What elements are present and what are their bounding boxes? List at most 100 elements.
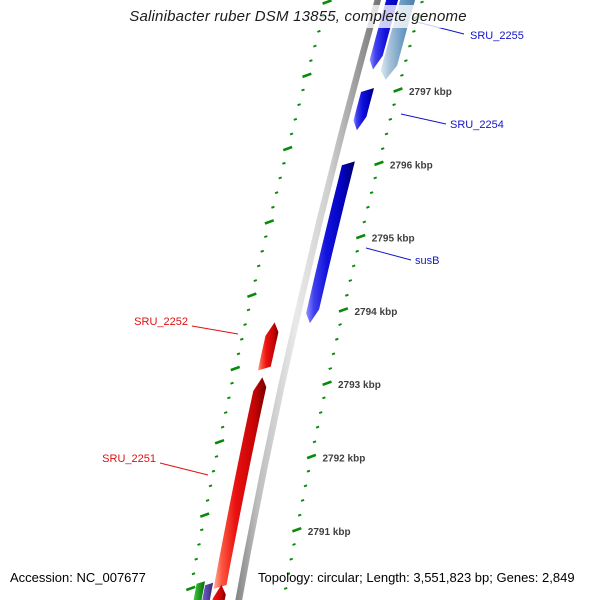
kbp-label-2796: 2796 kbp — [390, 160, 433, 171]
minor-tick — [362, 220, 367, 224]
minor-tick — [199, 528, 204, 532]
gene-label-SRU_2251[interactable]: SRU_2251 — [102, 453, 156, 465]
map-title: Salinibacter ruber DSM 13855, complete g… — [118, 5, 478, 28]
minor-tick — [297, 513, 302, 517]
gene-arrow-SRU_2254[interactable] — [353, 88, 375, 131]
gene-arrow-unnamed-bottom[interactable] — [206, 584, 226, 600]
gene-label-susB[interactable]: susB — [415, 255, 439, 267]
major-tick — [264, 219, 275, 225]
kbp-label-2795: 2795 kbp — [372, 234, 415, 245]
minor-tick — [246, 308, 251, 312]
minor-tick — [331, 352, 336, 356]
minor-tick — [380, 147, 385, 151]
minor-tick — [214, 455, 219, 458]
minor-tick — [348, 279, 353, 282]
gene-arrow-SRU_2252[interactable] — [257, 322, 279, 371]
kbp-label-2793: 2793 kbp — [338, 380, 381, 391]
minor-tick — [278, 176, 283, 180]
major-tick — [302, 72, 312, 79]
minor-tick — [292, 543, 296, 546]
minor-tick — [400, 73, 404, 77]
minor-tick — [197, 543, 201, 546]
kbp-label-2797: 2797 kbp — [409, 87, 452, 98]
accession-text: Accession: NC_007677 — [10, 570, 146, 585]
minor-tick — [230, 381, 234, 385]
gene-arrow-feature-purple[interactable] — [196, 582, 214, 600]
minor-tick — [223, 411, 228, 414]
minor-tick — [334, 337, 339, 341]
minor-tick — [211, 469, 216, 473]
minor-tick — [253, 279, 258, 282]
minor-tick — [243, 323, 247, 326]
minor-tick — [312, 440, 317, 444]
minor-tick — [300, 499, 305, 502]
minor-tick — [317, 29, 321, 33]
gene-label-SRU_2254[interactable]: SRU_2254 — [450, 119, 504, 131]
minor-tick — [239, 337, 244, 341]
gene-arrow-susB[interactable] — [306, 161, 355, 324]
minor-tick — [344, 293, 349, 297]
minor-tick — [289, 557, 294, 561]
minor-tick — [260, 249, 265, 253]
minor-tick — [315, 425, 320, 429]
kbp-label-2794: 2794 kbp — [355, 307, 398, 318]
genome-backbone — [235, 0, 382, 600]
minor-tick — [388, 117, 393, 121]
major-tick — [322, 380, 332, 387]
major-tick — [246, 292, 257, 299]
minor-tick — [286, 572, 291, 576]
gene-arrow-SRU_2251[interactable] — [213, 377, 267, 589]
major-tick — [185, 585, 196, 592]
minor-tick — [408, 44, 412, 48]
minor-tick — [208, 484, 213, 488]
major-tick — [282, 145, 293, 152]
minor-tick — [271, 205, 275, 209]
gene-labels: SRU_2255 SRU_2254 susB SRU_2252 SRU_2251 — [102, 30, 524, 465]
minor-tick — [373, 176, 378, 180]
minor-tick — [404, 59, 408, 63]
minor-tick — [236, 352, 241, 356]
minor-tick — [412, 29, 416, 33]
major-tick — [230, 365, 241, 372]
minor-tick — [283, 587, 288, 590]
minor-tick — [384, 132, 389, 136]
minor-tick — [355, 249, 360, 253]
minor-tick — [306, 469, 311, 473]
label-connectors — [159, 21, 465, 476]
major-tick — [199, 512, 210, 518]
label-connector — [191, 325, 239, 335]
label-connector — [400, 113, 447, 125]
minor-tick — [303, 484, 308, 488]
minor-tick — [194, 557, 199, 561]
kbp-labels: 2797 kbp 2796 kbp 2795 kbp 2794 kbp 2793 kbp… — [308, 87, 452, 538]
minor-tick — [366, 205, 370, 209]
minor-tick — [313, 44, 317, 48]
backbone-track — [235, 0, 382, 600]
minor-tick — [191, 572, 196, 576]
minor-tick — [328, 367, 333, 370]
gene-arrow-feature-green[interactable] — [188, 581, 205, 600]
minor-tick — [293, 117, 298, 121]
minor-tick — [205, 499, 210, 502]
major-tick — [291, 526, 302, 533]
gene-label-SRU_2252[interactable]: SRU_2252 — [134, 316, 188, 328]
minor-tick — [263, 235, 268, 239]
label-connector — [159, 462, 209, 476]
major-tick — [393, 87, 403, 93]
minor-tick — [369, 191, 374, 195]
minor-tick — [227, 396, 231, 400]
minor-tick — [351, 264, 356, 268]
minor-tick — [256, 264, 261, 268]
minor-tick — [322, 396, 326, 400]
minor-tick — [274, 191, 279, 195]
minor-tick — [420, 0, 424, 4]
minor-tick — [297, 103, 301, 107]
minor-tick — [301, 88, 305, 92]
minor-tick — [309, 59, 313, 63]
major-tick — [306, 453, 317, 460]
minor-tick — [318, 411, 323, 414]
minor-tick — [289, 132, 294, 136]
gene-label-SRU_2255[interactable]: SRU_2255 — [470, 30, 524, 42]
